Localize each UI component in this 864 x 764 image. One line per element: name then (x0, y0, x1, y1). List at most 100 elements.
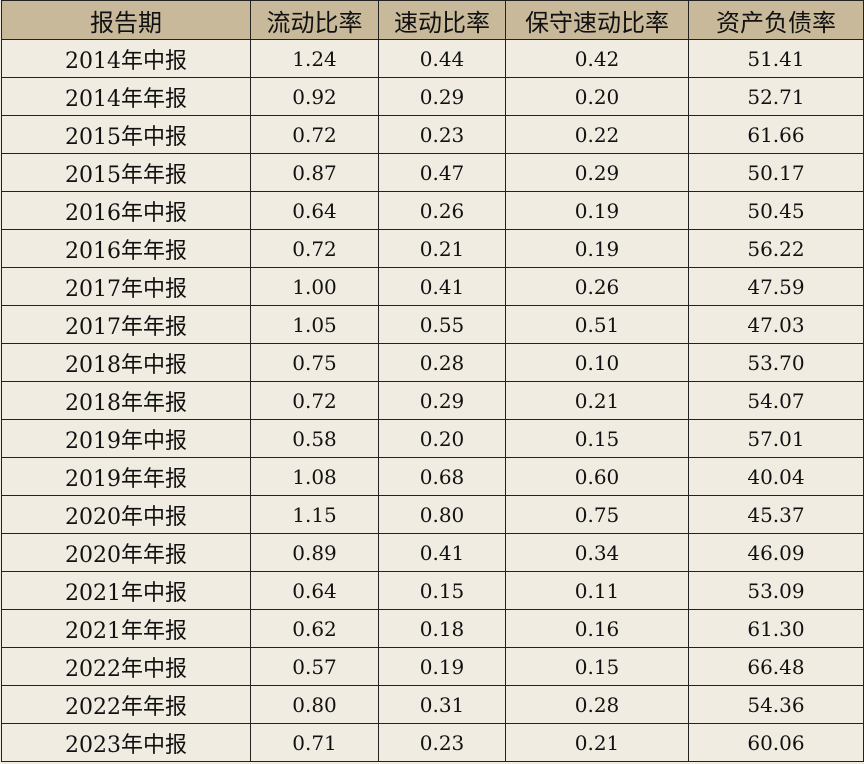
cell-report-period: 2020年年报 (1, 533, 251, 572)
cell-current-ratio: 0.75 (250, 343, 379, 382)
table-row: 2015年中报 0.72 0.23 0.22 61.66 (1, 115, 864, 154)
cell-conservative-quick-ratio: 0.20 (505, 77, 689, 116)
cell-quick-ratio: 0.44 (378, 39, 506, 78)
table-row: 2018年中报 0.75 0.28 0.10 53.70 (1, 343, 864, 382)
cell-current-ratio: 0.72 (250, 229, 379, 268)
table-row: 2016年年报 0.72 0.21 0.19 56.22 (1, 229, 864, 268)
cell-conservative-quick-ratio: 0.21 (505, 381, 689, 420)
cell-debt-to-asset-ratio: 54.36 (688, 685, 864, 724)
cell-current-ratio: 0.80 (250, 685, 379, 724)
cell-report-period: 2017年年报 (1, 305, 251, 344)
cell-current-ratio: 0.72 (250, 115, 379, 154)
cell-report-period: 2021年年报 (1, 609, 251, 648)
cell-quick-ratio: 0.55 (378, 305, 506, 344)
cell-current-ratio: 0.71 (250, 723, 379, 762)
header-quick-ratio: 速动比率 (378, 0, 506, 40)
cell-conservative-quick-ratio: 0.19 (505, 229, 689, 268)
cell-conservative-quick-ratio: 0.26 (505, 267, 689, 306)
cell-conservative-quick-ratio: 0.29 (505, 153, 689, 192)
cell-current-ratio: 1.05 (250, 305, 379, 344)
cell-debt-to-asset-ratio: 50.17 (688, 153, 864, 192)
table-row: 2018年年报 0.72 0.29 0.21 54.07 (1, 381, 864, 420)
cell-report-period: 2019年年报 (1, 457, 251, 496)
cell-report-period: 2018年中报 (1, 343, 251, 382)
cell-debt-to-asset-ratio: 53.09 (688, 571, 864, 610)
cell-debt-to-asset-ratio: 53.70 (688, 343, 864, 382)
cell-debt-to-asset-ratio: 61.66 (688, 115, 864, 154)
header-report-period: 报告期 (1, 0, 251, 40)
table-row: 2021年年报 0.62 0.18 0.16 61.30 (1, 609, 864, 648)
cell-debt-to-asset-ratio: 52.71 (688, 77, 864, 116)
cell-current-ratio: 0.87 (250, 153, 379, 192)
cell-debt-to-asset-ratio: 66.48 (688, 647, 864, 686)
table-row: 2020年中报 1.15 0.80 0.75 45.37 (1, 495, 864, 534)
cell-quick-ratio: 0.47 (378, 153, 506, 192)
cell-report-period: 2016年中报 (1, 191, 251, 230)
cell-quick-ratio: 0.41 (378, 267, 506, 306)
cell-debt-to-asset-ratio: 47.03 (688, 305, 864, 344)
cell-conservative-quick-ratio: 0.19 (505, 191, 689, 230)
cell-conservative-quick-ratio: 0.22 (505, 115, 689, 154)
cell-current-ratio: 0.62 (250, 609, 379, 648)
table-row: 2022年中报 0.57 0.19 0.15 66.48 (1, 647, 864, 686)
cell-quick-ratio: 0.20 (378, 419, 506, 458)
cell-report-period: 2022年中报 (1, 647, 251, 686)
cell-conservative-quick-ratio: 0.10 (505, 343, 689, 382)
cell-conservative-quick-ratio: 0.51 (505, 305, 689, 344)
header-debt-to-asset-ratio: 资产负债率 (688, 0, 864, 40)
cell-quick-ratio: 0.15 (378, 571, 506, 610)
cell-report-period: 2014年中报 (1, 39, 251, 78)
cell-quick-ratio: 0.80 (378, 495, 506, 534)
cell-conservative-quick-ratio: 0.60 (505, 457, 689, 496)
cell-report-period: 2016年年报 (1, 229, 251, 268)
cell-report-period: 2015年年报 (1, 153, 251, 192)
cell-report-period: 2023年中报 (1, 723, 251, 762)
cell-conservative-quick-ratio: 0.15 (505, 419, 689, 458)
cell-debt-to-asset-ratio: 51.41 (688, 39, 864, 78)
table-row: 2014年中报 1.24 0.44 0.42 51.41 (1, 39, 864, 78)
cell-quick-ratio: 0.23 (378, 723, 506, 762)
table-row: 2019年中报 0.58 0.20 0.15 57.01 (1, 419, 864, 458)
cell-report-period: 2014年年报 (1, 77, 251, 116)
table-row: 2021年中报 0.64 0.15 0.11 53.09 (1, 571, 864, 610)
cell-current-ratio: 1.00 (250, 267, 379, 306)
cell-quick-ratio: 0.21 (378, 229, 506, 268)
cell-quick-ratio: 0.31 (378, 685, 506, 724)
cell-debt-to-asset-ratio: 57.01 (688, 419, 864, 458)
table-row: 2017年中报 1.00 0.41 0.26 47.59 (1, 267, 864, 306)
cell-conservative-quick-ratio: 0.28 (505, 685, 689, 724)
cell-debt-to-asset-ratio: 54.07 (688, 381, 864, 420)
table-row: 2014年年报 0.92 0.29 0.20 52.71 (1, 77, 864, 116)
table-row: 2022年年报 0.80 0.31 0.28 54.36 (1, 685, 864, 724)
cell-current-ratio: 0.92 (250, 77, 379, 116)
cell-conservative-quick-ratio: 0.16 (505, 609, 689, 648)
cell-conservative-quick-ratio: 0.21 (505, 723, 689, 762)
table-row: 2015年年报 0.87 0.47 0.29 50.17 (1, 153, 864, 192)
cell-current-ratio: 0.64 (250, 191, 379, 230)
cell-report-period: 2015年中报 (1, 115, 251, 154)
cell-report-period: 2020年中报 (1, 495, 251, 534)
cell-report-period: 2019年中报 (1, 419, 251, 458)
cell-current-ratio: 0.89 (250, 533, 379, 572)
cell-current-ratio: 1.24 (250, 39, 379, 78)
cell-current-ratio: 0.72 (250, 381, 379, 420)
cell-conservative-quick-ratio: 0.11 (505, 571, 689, 610)
table-row: 2019年年报 1.08 0.68 0.60 40.04 (1, 457, 864, 496)
cell-current-ratio: 1.08 (250, 457, 379, 496)
cell-conservative-quick-ratio: 0.42 (505, 39, 689, 78)
table-row: 2016年中报 0.64 0.26 0.19 50.45 (1, 191, 864, 230)
cell-current-ratio: 0.57 (250, 647, 379, 686)
cell-debt-to-asset-ratio: 46.09 (688, 533, 864, 572)
cell-debt-to-asset-ratio: 47.59 (688, 267, 864, 306)
table-body: 2014年中报 1.24 0.44 0.42 51.41 2014年年报 0.92 0.29 0… (1, 39, 864, 762)
cell-current-ratio: 0.58 (250, 419, 379, 458)
cell-quick-ratio: 0.18 (378, 609, 506, 648)
cell-debt-to-asset-ratio: 45.37 (688, 495, 864, 534)
cell-debt-to-asset-ratio: 56.22 (688, 229, 864, 268)
cell-conservative-quick-ratio: 0.34 (505, 533, 689, 572)
cell-quick-ratio: 0.23 (378, 115, 506, 154)
table-row: 2017年年报 1.05 0.55 0.51 47.03 (1, 305, 864, 344)
header-row: 报告期 流动比率 速动比率 保守速动比率 资产负债率 (1, 0, 864, 40)
cell-report-period: 2017年中报 (1, 267, 251, 306)
